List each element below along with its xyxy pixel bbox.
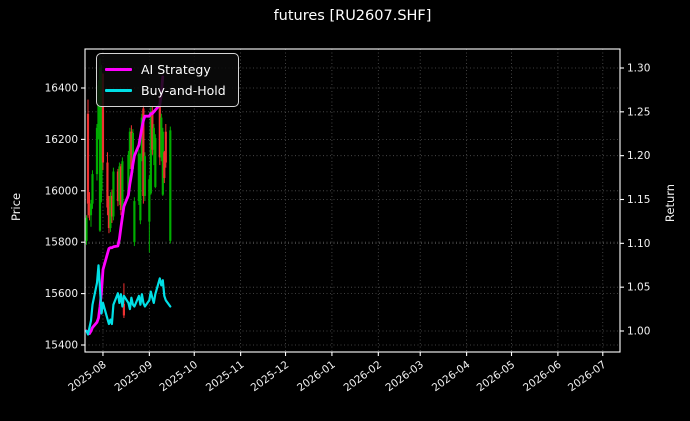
legend-label-ai-strategy: AI Strategy [141, 62, 211, 77]
price-tick-label: 16000 [45, 185, 78, 197]
x-tick-label: 2025-10 [157, 359, 200, 394]
x-tick-label: 2025-09 [113, 359, 156, 394]
return-tick-label: 1.05 [627, 282, 650, 294]
price-tick-label: 16400 [45, 83, 78, 95]
return-tick-label: 1.00 [627, 326, 650, 338]
price-tick-label: 15400 [45, 340, 78, 352]
return-tick-label: 1.30 [627, 63, 650, 75]
return-axis-label: Return [663, 183, 677, 223]
x-tick-label: 2025-12 [249, 359, 292, 394]
x-tick-label: 2026-06 [521, 359, 564, 395]
price-tick-label: 15800 [45, 237, 78, 249]
plot-border [84, 48, 621, 353]
legend: AI Strategy Buy-and-Hold [96, 53, 239, 107]
x-tick-label: 2026-04 [430, 359, 473, 395]
return-tick-label: 1.25 [627, 106, 650, 118]
x-tick-label: 2025-08 [66, 359, 109, 394]
x-tick-label: 2026-03 [383, 359, 426, 394]
x-tick-label: 2026-02 [342, 359, 385, 394]
candlesticks [85, 58, 172, 319]
ai-strategy-line-swatch [105, 68, 132, 71]
x-tick-label: 2026-01 [295, 359, 338, 394]
legend-item-ai-strategy: AI Strategy [105, 59, 226, 80]
buy-and-hold-line-swatch [105, 89, 132, 92]
x-tick-label: 2026-05 [475, 359, 518, 394]
return-tick-label: 1.10 [627, 238, 650, 250]
price-axis-label: Price [9, 192, 23, 222]
x-tick-label: 2025-11 [204, 359, 247, 394]
buy-and-hold-line [85, 264, 172, 336]
return-tick-label: 1.20 [627, 150, 650, 162]
ai-strategy-line [85, 75, 165, 336]
price-tick-label: 16200 [45, 134, 78, 146]
price-tick-label: 15600 [45, 288, 78, 300]
legend-item-buy-and-hold: Buy-and-Hold [105, 80, 226, 101]
chart-title: futures [RU2607.SHF] [273, 8, 432, 24]
legend-label-buy-and-hold: Buy-and-Hold [141, 83, 226, 98]
x-tick-label: 2026-07 [566, 359, 609, 394]
return-tick-label: 1.15 [627, 194, 650, 206]
